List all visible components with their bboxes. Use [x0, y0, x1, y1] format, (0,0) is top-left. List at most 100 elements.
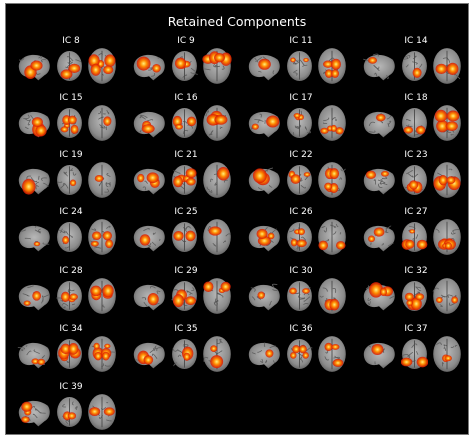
component-panel: IC 8 — [11, 36, 123, 94]
component-label: IC 28 — [59, 266, 83, 276]
axial-slice — [202, 104, 232, 142]
component-label: IC 26 — [289, 207, 313, 217]
sagittal-slice — [246, 107, 282, 139]
sagittal-slice — [16, 164, 52, 196]
axial-slice — [87, 335, 117, 373]
axial-slice — [87, 218, 117, 256]
sagittal-slice — [131, 221, 167, 253]
coronal-slice — [401, 220, 428, 254]
sagittal-slice — [246, 221, 282, 253]
sagittal-slice — [131, 164, 167, 196]
component-label: IC 18 — [404, 93, 428, 103]
component-label: IC 15 — [59, 93, 83, 103]
component-label: IC 25 — [174, 207, 198, 217]
component-label: IC 34 — [59, 324, 83, 334]
coronal-slice — [401, 106, 428, 140]
component-panel: IC 22 — [241, 150, 353, 208]
component-label: IC 37 — [404, 324, 428, 334]
axial-slice — [317, 161, 347, 199]
sagittal-slice — [246, 164, 282, 196]
axial-slice — [202, 218, 232, 256]
sagittal-slice — [246, 338, 282, 370]
sagittal-slice — [131, 338, 167, 370]
component-label: IC 16 — [174, 93, 198, 103]
component-label: IC 30 — [289, 266, 313, 276]
coronal-slice — [401, 49, 428, 83]
coronal-slice — [56, 279, 83, 313]
axial-slice — [87, 47, 117, 85]
coronal-slice — [401, 163, 428, 197]
component-label: IC 9 — [177, 36, 195, 46]
component-panel: IC 27 — [356, 207, 468, 265]
component-label: IC 29 — [174, 266, 198, 276]
coronal-slice — [401, 279, 428, 313]
sagittal-slice — [246, 50, 282, 82]
coronal-slice — [171, 106, 198, 140]
coronal-slice — [401, 337, 428, 371]
axial-slice — [317, 104, 347, 142]
component-panel: IC 36 — [241, 324, 353, 382]
axial-slice — [432, 335, 462, 373]
sagittal-slice — [361, 338, 397, 370]
component-panel: IC 25 — [126, 207, 238, 265]
sagittal-slice — [16, 107, 52, 139]
component-panel: IC 26 — [241, 207, 353, 265]
component-panel: IC 32 — [356, 266, 468, 324]
axial-slice — [87, 277, 117, 315]
component-label: IC 11 — [289, 36, 313, 46]
component-label: IC 24 — [59, 207, 83, 217]
sagittal-slice — [16, 50, 52, 82]
sagittal-slice — [16, 221, 52, 253]
component-label: IC 22 — [289, 150, 313, 160]
axial-slice — [202, 161, 232, 199]
component-panel: IC 23 — [356, 150, 468, 208]
component-label: IC 35 — [174, 324, 198, 334]
component-panel: IC 39 — [11, 382, 123, 434]
axial-slice — [432, 47, 462, 85]
sagittal-slice — [16, 396, 52, 428]
coronal-slice — [286, 49, 313, 83]
coronal-slice — [56, 220, 83, 254]
coronal-slice — [171, 220, 198, 254]
coronal-slice — [56, 337, 83, 371]
coronal-slice — [56, 49, 83, 83]
component-label: IC 17 — [289, 93, 313, 103]
axial-slice — [87, 161, 117, 199]
component-label: IC 23 — [404, 150, 428, 160]
sagittal-slice — [361, 107, 397, 139]
component-label: IC 36 — [289, 324, 313, 334]
coronal-slice — [286, 220, 313, 254]
sagittal-slice — [361, 164, 397, 196]
coronal-slice — [56, 106, 83, 140]
component-label: IC 27 — [404, 207, 428, 217]
sagittal-slice — [131, 280, 167, 312]
component-panel: IC 14 — [356, 36, 468, 94]
figure-title: Retained Components — [167, 14, 307, 29]
sagittal-slice — [361, 280, 397, 312]
coronal-slice — [171, 337, 198, 371]
component-panel: IC 18 — [356, 93, 468, 151]
sagittal-slice — [131, 50, 167, 82]
coronal-slice — [286, 279, 313, 313]
axial-slice — [317, 218, 347, 256]
sagittal-slice — [16, 280, 52, 312]
component-panel: IC 19 — [11, 150, 123, 208]
component-label: IC 14 — [404, 36, 428, 46]
axial-slice — [202, 335, 232, 373]
component-label: IC 8 — [62, 36, 80, 46]
coronal-slice — [56, 163, 83, 197]
sagittal-slice — [361, 221, 397, 253]
coronal-slice — [286, 106, 313, 140]
component-panel: IC 17 — [241, 93, 353, 151]
axial-slice — [202, 47, 232, 85]
component-panel: IC 15 — [11, 93, 123, 151]
axial-slice — [202, 277, 232, 315]
coronal-slice — [171, 163, 198, 197]
axial-slice — [432, 277, 462, 315]
component-panel: IC 37 — [356, 324, 468, 382]
component-label: IC 21 — [174, 150, 198, 160]
axial-slice — [432, 104, 462, 142]
component-panel: IC 24 — [11, 207, 123, 265]
coronal-slice — [171, 49, 198, 83]
axial-slice — [317, 47, 347, 85]
